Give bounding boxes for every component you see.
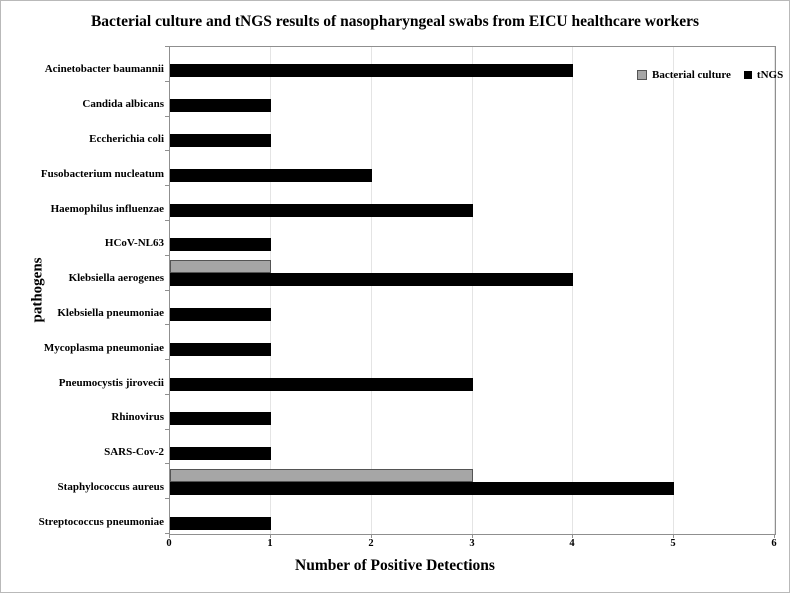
x-axis-tick — [169, 534, 170, 538]
x-axis-title: Number of Positive Detections — [295, 557, 495, 574]
plot-area — [169, 46, 776, 535]
category-label: Acinetobacter baumannii — [44, 63, 164, 76]
category-label: Streptococcus pneumoniae — [38, 515, 164, 528]
bacterial-culture-swatch-icon — [637, 70, 647, 80]
x-axis-tick — [270, 534, 271, 538]
y-axis-tick — [165, 116, 169, 117]
y-axis-tick — [165, 220, 169, 221]
legend: Bacterial culture tNGS — [637, 69, 783, 81]
x-tick-label: 3 — [469, 538, 475, 549]
y-axis-tick — [165, 359, 169, 360]
bar-tngs — [170, 412, 271, 426]
bar-tngs — [170, 203, 473, 217]
legend-label: Bacterial culture — [652, 69, 731, 81]
y-axis-tick — [165, 394, 169, 395]
category-label: Candida albicans — [82, 98, 164, 111]
x-tick-label: 6 — [771, 538, 777, 549]
bar-tngs — [170, 238, 271, 252]
bar-bacterial-culture — [170, 468, 473, 482]
bar-tngs — [170, 273, 573, 287]
gridline — [673, 47, 674, 534]
bar-tngs — [170, 307, 271, 321]
y-axis-tick — [165, 255, 169, 256]
bar-tngs — [170, 99, 271, 113]
x-axis-tick — [673, 534, 674, 538]
y-axis-tick — [165, 324, 169, 325]
y-axis-tick — [165, 498, 169, 499]
x-axis-tick — [472, 534, 473, 538]
category-label: HCoV-NL63 — [104, 237, 164, 250]
x-axis-tick — [371, 534, 372, 538]
x-tick-label: 4 — [569, 538, 575, 549]
category-label: SARS-Cov-2 — [104, 446, 164, 458]
bar-tngs — [170, 447, 271, 460]
legend-label: tNGS — [756, 69, 784, 81]
category-label: Rhinovirus — [111, 411, 164, 424]
y-axis-tick — [165, 429, 169, 430]
gridline — [371, 47, 372, 534]
y-axis-tick — [165, 290, 169, 291]
gridline — [572, 47, 573, 534]
bar-tngs — [170, 168, 372, 182]
x-tick-label: 0 — [166, 538, 172, 549]
bar-tngs — [170, 342, 271, 356]
bar-tngs — [170, 481, 674, 495]
legend-item-tngs: tNGS — [743, 69, 784, 81]
bar-tngs — [170, 377, 473, 391]
bar-tngs — [170, 134, 271, 147]
y-axis-tick — [165, 463, 169, 464]
y-axis-tick — [165, 185, 169, 186]
category-label: Klebsiella pneumoniae — [57, 306, 164, 319]
y-axis-tick — [165, 150, 169, 151]
category-label: Klebsiella aerogenes — [68, 272, 164, 285]
x-tick-label: 5 — [670, 538, 676, 549]
y-axis-tick — [165, 46, 169, 47]
bar-bacterial-culture — [170, 260, 271, 274]
x-axis-tick — [774, 534, 775, 538]
category-label: Mycoplasma pneumoniae — [43, 341, 164, 354]
chart-title: Bacterial culture and tNGS results of na… — [90, 13, 700, 30]
gridline — [472, 47, 473, 534]
x-axis-tick — [572, 534, 573, 538]
category-label: Fusobacterium nucleatum — [40, 167, 164, 180]
y-axis-tick — [165, 81, 169, 82]
x-tick-label: 1 — [267, 538, 273, 549]
gridline — [774, 47, 775, 534]
category-label: Eccherichia coli — [89, 133, 164, 145]
bar-tngs — [170, 64, 573, 78]
legend-item-bacterial-culture: Bacterial culture — [637, 69, 731, 81]
x-tick-label: 2 — [368, 538, 374, 549]
gridline — [270, 47, 271, 534]
category-label: Pneumocystis jirovecii — [58, 376, 164, 389]
tngs-swatch-icon — [743, 71, 752, 79]
category-label: Staphylococcus aureus — [57, 480, 164, 493]
bar-tngs — [170, 516, 271, 530]
y-axis-tick — [165, 533, 169, 534]
category-label: Haemophilus influenzae — [50, 202, 164, 215]
